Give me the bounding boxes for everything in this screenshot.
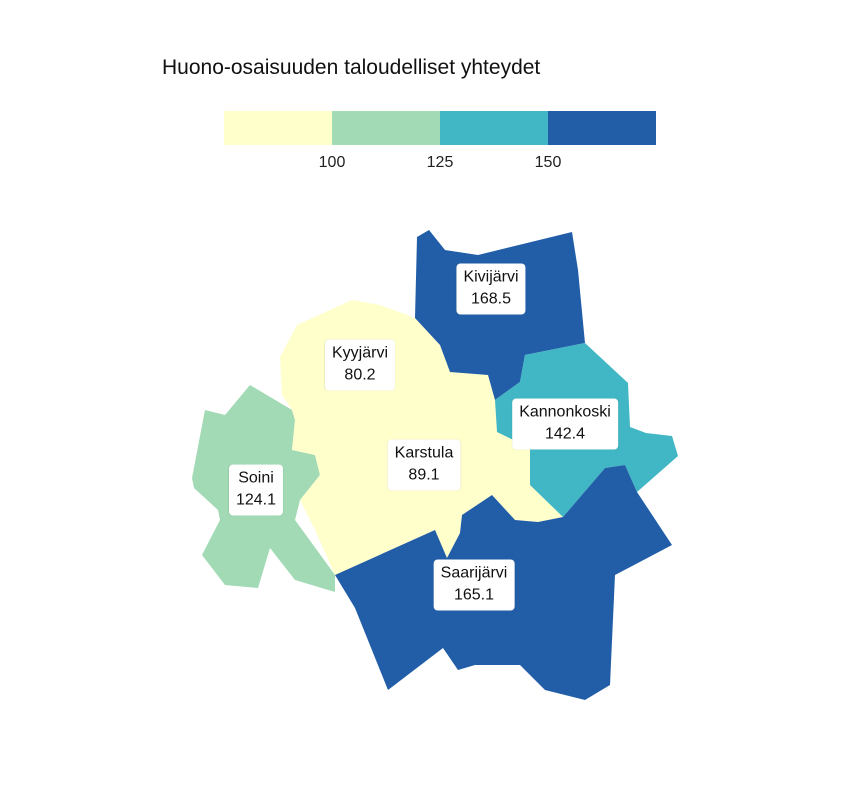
label-kyyjarvi-value: 80.2 (344, 366, 376, 384)
label-soini-name: Soini (238, 469, 274, 487)
label-soini-value: 124.1 (235, 491, 277, 509)
legend-swatch-1 (224, 111, 332, 145)
legend-swatch-4 (548, 111, 656, 145)
label-saarijarvi-name: Saarijärvi (440, 564, 508, 582)
label-karstula-name: Karstula (394, 444, 454, 462)
map-title: Huono-osaisuuden taloudelliset yhteydet (162, 56, 541, 79)
label-kyyjarvi-name: Kyyjärvi (331, 344, 389, 362)
legend-swatch-2 (332, 111, 440, 145)
legend-tick-150: 150 (534, 154, 562, 171)
legend-swatch-3 (440, 111, 548, 145)
legend-tick-125: 125 (426, 154, 454, 171)
label-kannonkoski-value: 142.4 (544, 425, 586, 443)
label-soini: Soini 124.1 (228, 464, 284, 516)
label-kyyjarvi: Kyyjärvi 80.2 (324, 339, 396, 391)
label-kannonkoski-name: Kannonkoski (519, 403, 611, 421)
label-karstula: Karstula 89.1 (387, 439, 461, 491)
color-legend (224, 111, 656, 145)
label-kivijarvi-value: 168.5 (470, 290, 512, 308)
label-saarijarvi: Saarijärvi 165.1 (433, 559, 515, 611)
label-karstula-value: 89.1 (408, 466, 440, 484)
legend-tick-100: 100 (318, 154, 346, 171)
label-kannonkoski: Kannonkoski 142.4 (512, 398, 618, 450)
label-kivijarvi-name: Kivijärvi (463, 268, 519, 286)
label-kivijarvi: Kivijärvi 168.5 (456, 263, 526, 315)
label-saarijarvi-value: 165.1 (453, 586, 495, 604)
